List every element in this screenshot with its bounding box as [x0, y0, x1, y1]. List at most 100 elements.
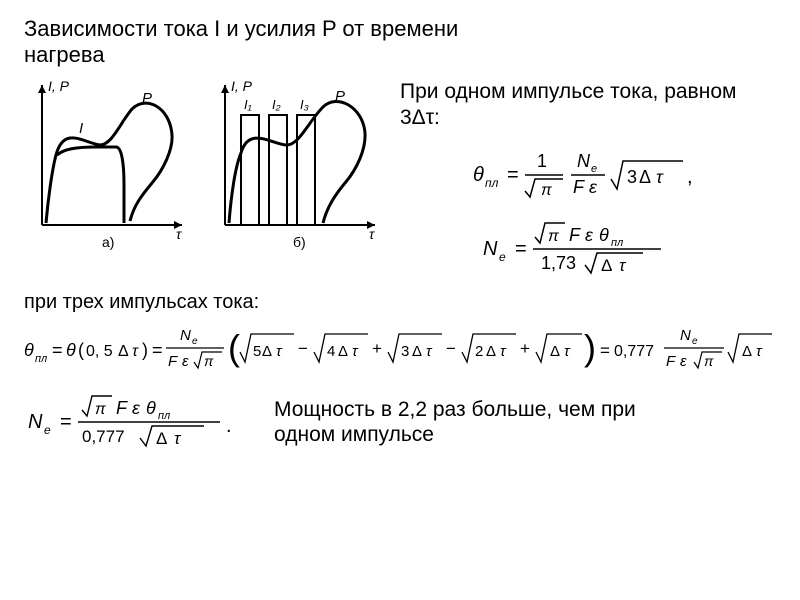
svg-text:Δ: Δ: [412, 343, 422, 360]
svg-text:τ: τ: [564, 343, 571, 360]
svg-text:,: ,: [687, 166, 693, 188]
equation-ne-three: N e = π F ε θ пл 0,777 Δ τ .: [24, 390, 254, 454]
svg-text:F: F: [569, 225, 581, 245]
svg-text:ε: ε: [182, 353, 189, 370]
svg-text:e: e: [44, 423, 51, 437]
svg-text:e: e: [192, 336, 198, 347]
title-line2: нагрева: [24, 42, 105, 67]
svg-text:=: =: [507, 164, 519, 186]
svg-text:Δ: Δ: [742, 343, 752, 360]
svg-text:−: −: [446, 339, 456, 358]
svg-text:N: N: [680, 327, 691, 344]
three-pulses-text: при трех импульсах тока:: [24, 291, 776, 314]
svg-text:пл: пл: [485, 176, 499, 190]
pulse-label-2: I₂: [272, 97, 281, 112]
axis-x-label-a: τ: [176, 226, 182, 242]
axis-y-label-a: I, P: [48, 78, 70, 94]
svg-text:N: N: [28, 411, 43, 433]
equation-theta-three: θ пл = θ ( 0, 5 Δ τ ) = N e F ε π ( 5 Δ …: [24, 320, 774, 378]
svg-text:−: −: [298, 339, 308, 358]
svg-text:0,777: 0,777: [614, 343, 654, 360]
svg-text:Δ: Δ: [639, 167, 651, 187]
svg-text:π: π: [541, 182, 552, 199]
equation-theta-pl: θ пл = 1 π N e F ε 3 Δ τ ,: [473, 145, 703, 203]
svg-text:θ: θ: [473, 164, 484, 186]
svg-text:Δ: Δ: [338, 343, 348, 360]
plot-a: I, P τ I P а): [24, 75, 189, 250]
svg-text:F: F: [666, 353, 676, 370]
svg-text:Δ: Δ: [262, 343, 272, 360]
power-line1: Мощность в 2,2 раз больше, чем при: [274, 398, 636, 421]
svg-text:ε: ε: [589, 177, 598, 197]
svg-text:Δ: Δ: [118, 343, 129, 360]
equation-ne-single: N e = π F ε θ пл 1,73 Δ τ: [473, 217, 703, 279]
curve-P-label-b: P: [335, 88, 345, 105]
svg-text:): ): [584, 327, 596, 368]
svg-text:π: π: [548, 228, 559, 245]
svg-text:2: 2: [475, 343, 483, 360]
svg-text:+: +: [372, 339, 382, 358]
svg-text:ε: ε: [680, 353, 687, 370]
svg-text:e: e: [591, 163, 597, 175]
svg-text:τ: τ: [276, 343, 283, 360]
svg-text:Δ: Δ: [550, 343, 560, 360]
svg-text:θ: θ: [599, 225, 609, 245]
svg-text:τ: τ: [619, 256, 627, 275]
svg-text:π: π: [95, 401, 106, 418]
pulse-label-1: I₁: [244, 97, 252, 112]
svg-text:(: (: [228, 327, 240, 368]
svg-text:N: N: [577, 151, 591, 171]
svg-text:пл: пл: [158, 410, 170, 422]
svg-text:θ: θ: [66, 340, 76, 360]
svg-text:5: 5: [253, 343, 261, 360]
svg-text:): ): [142, 340, 148, 360]
pulse-label-3: I₃: [300, 97, 309, 112]
svg-text:=: =: [60, 411, 72, 433]
caption-a: а): [102, 234, 114, 250]
curve-I-label-a: I: [79, 120, 83, 137]
svg-text:3: 3: [627, 167, 637, 187]
single-pulse-text: При одном импульсе тока, равном 3Δτ:: [400, 79, 776, 132]
svg-text:=: =: [600, 341, 610, 360]
curve-P-label-a: P: [142, 90, 152, 107]
svg-text:τ: τ: [426, 343, 433, 360]
svg-text:τ: τ: [352, 343, 359, 360]
svg-text:Δ: Δ: [601, 256, 612, 275]
svg-text:τ: τ: [132, 343, 139, 360]
svg-text:ε: ε: [585, 225, 594, 245]
svg-text:π: π: [204, 353, 214, 369]
svg-text:π: π: [704, 353, 714, 369]
title-line1: Зависимости тока I и усилия P от времени: [24, 16, 458, 41]
svg-text:0,777: 0,777: [82, 427, 125, 446]
svg-text:1,73: 1,73: [541, 253, 576, 273]
svg-text:τ: τ: [656, 167, 664, 187]
svg-text:F: F: [573, 177, 585, 197]
svg-text:4: 4: [327, 343, 335, 360]
svg-text:F: F: [168, 353, 178, 370]
svg-text:Δ: Δ: [486, 343, 496, 360]
svg-text:e: e: [692, 336, 698, 347]
svg-text:ε: ε: [132, 398, 141, 418]
svg-text:F: F: [116, 398, 128, 418]
axis-y-label-b: I, P: [231, 78, 253, 94]
svg-text:=: =: [152, 340, 163, 360]
svg-text:пл: пл: [611, 237, 623, 249]
axis-x-label-b: τ: [369, 226, 375, 242]
svg-text:τ: τ: [756, 343, 763, 360]
svg-text:τ: τ: [500, 343, 507, 360]
svg-text:θ: θ: [24, 340, 34, 360]
caption-b: б): [293, 234, 306, 250]
power-line2: одном импульсе: [274, 423, 434, 446]
svg-text:(: (: [78, 340, 84, 360]
svg-text:θ: θ: [146, 398, 156, 418]
svg-text:3: 3: [401, 343, 409, 360]
svg-text:.: .: [226, 415, 232, 437]
svg-text:τ: τ: [174, 429, 182, 448]
svg-text:+: +: [520, 339, 530, 358]
svg-text:0, 5: 0, 5: [86, 343, 113, 360]
svg-text:Δ: Δ: [156, 429, 167, 448]
svg-text:1: 1: [537, 151, 547, 171]
power-text: Мощность в 2,2 раз больше, чем при одном…: [274, 397, 636, 447]
svg-text:N: N: [483, 238, 498, 260]
svg-text:N: N: [180, 327, 191, 344]
